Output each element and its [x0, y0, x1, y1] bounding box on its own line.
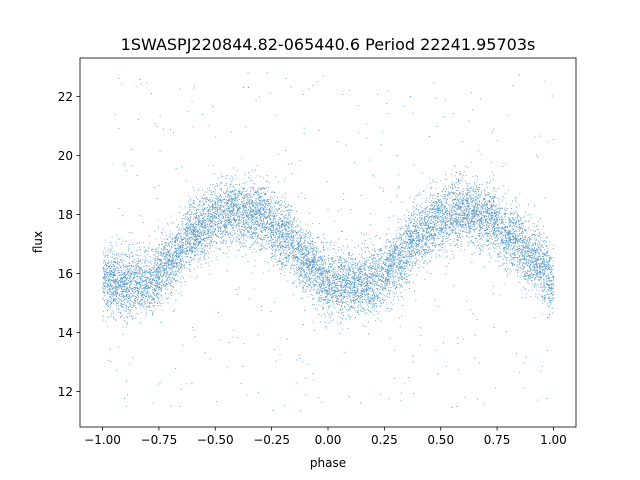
- x-tick-label: −0.75: [141, 433, 178, 447]
- x-tick-label: −0.50: [197, 433, 234, 447]
- x-tick-label: 1.00: [540, 433, 567, 447]
- y-tick-label: 22: [58, 90, 73, 104]
- data-points: [102, 154, 555, 335]
- outlier-points: [107, 72, 555, 412]
- scatter-points: [102, 72, 555, 412]
- y-tick-label: 16: [58, 267, 73, 281]
- x-tick-label: 0.50: [427, 433, 454, 447]
- y-tick-label: 12: [58, 385, 73, 399]
- y-tick-label: 20: [58, 149, 73, 163]
- x-tick-label: −1.00: [84, 433, 121, 447]
- y-axis: 12 14 16 18 20 22: [58, 90, 80, 399]
- x-tick-label: 0.00: [315, 433, 342, 447]
- x-tick-label: 0.75: [484, 433, 511, 447]
- x-tick-label: −0.25: [253, 433, 290, 447]
- chart-title: 1SWASPJ220844.82-065440.6 Period 22241.9…: [121, 35, 536, 54]
- x-axis: −1.00 −0.75 −0.50 −0.25 0.00 0.25 0.50 0.75 1.00: [84, 427, 567, 447]
- y-axis-label: flux: [31, 231, 45, 253]
- y-tick-label: 18: [58, 208, 73, 222]
- y-tick-label: 14: [58, 326, 73, 340]
- x-tick-label: 0.25: [371, 433, 398, 447]
- x-axis-label: phase: [310, 456, 346, 470]
